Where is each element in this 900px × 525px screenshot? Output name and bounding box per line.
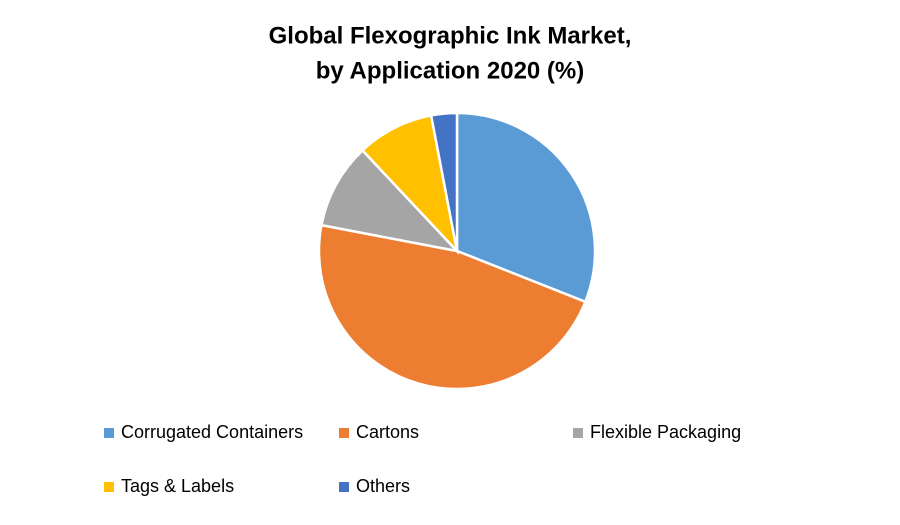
legend-swatch [104, 428, 114, 438]
chart-title: Global Flexographic Ink Market, [269, 22, 632, 49]
legend-swatch [104, 482, 114, 492]
legend-swatch [573, 428, 583, 438]
legend-label: Tags & Labels [121, 476, 234, 496]
pie-slice [317, 223, 587, 391]
pie-slice [429, 111, 459, 252]
legend-label: Cartons [356, 422, 419, 442]
legend-swatch [339, 428, 349, 438]
legend-label: Corrugated Containers [121, 422, 303, 442]
pie-slice [455, 111, 597, 304]
legend-swatch [339, 482, 349, 492]
chart-title: by Application 2020 (%) [316, 57, 585, 84]
legend-label: Others [356, 476, 410, 496]
legend-label: Flexible Packaging [590, 422, 741, 442]
pie-slice [319, 148, 461, 253]
